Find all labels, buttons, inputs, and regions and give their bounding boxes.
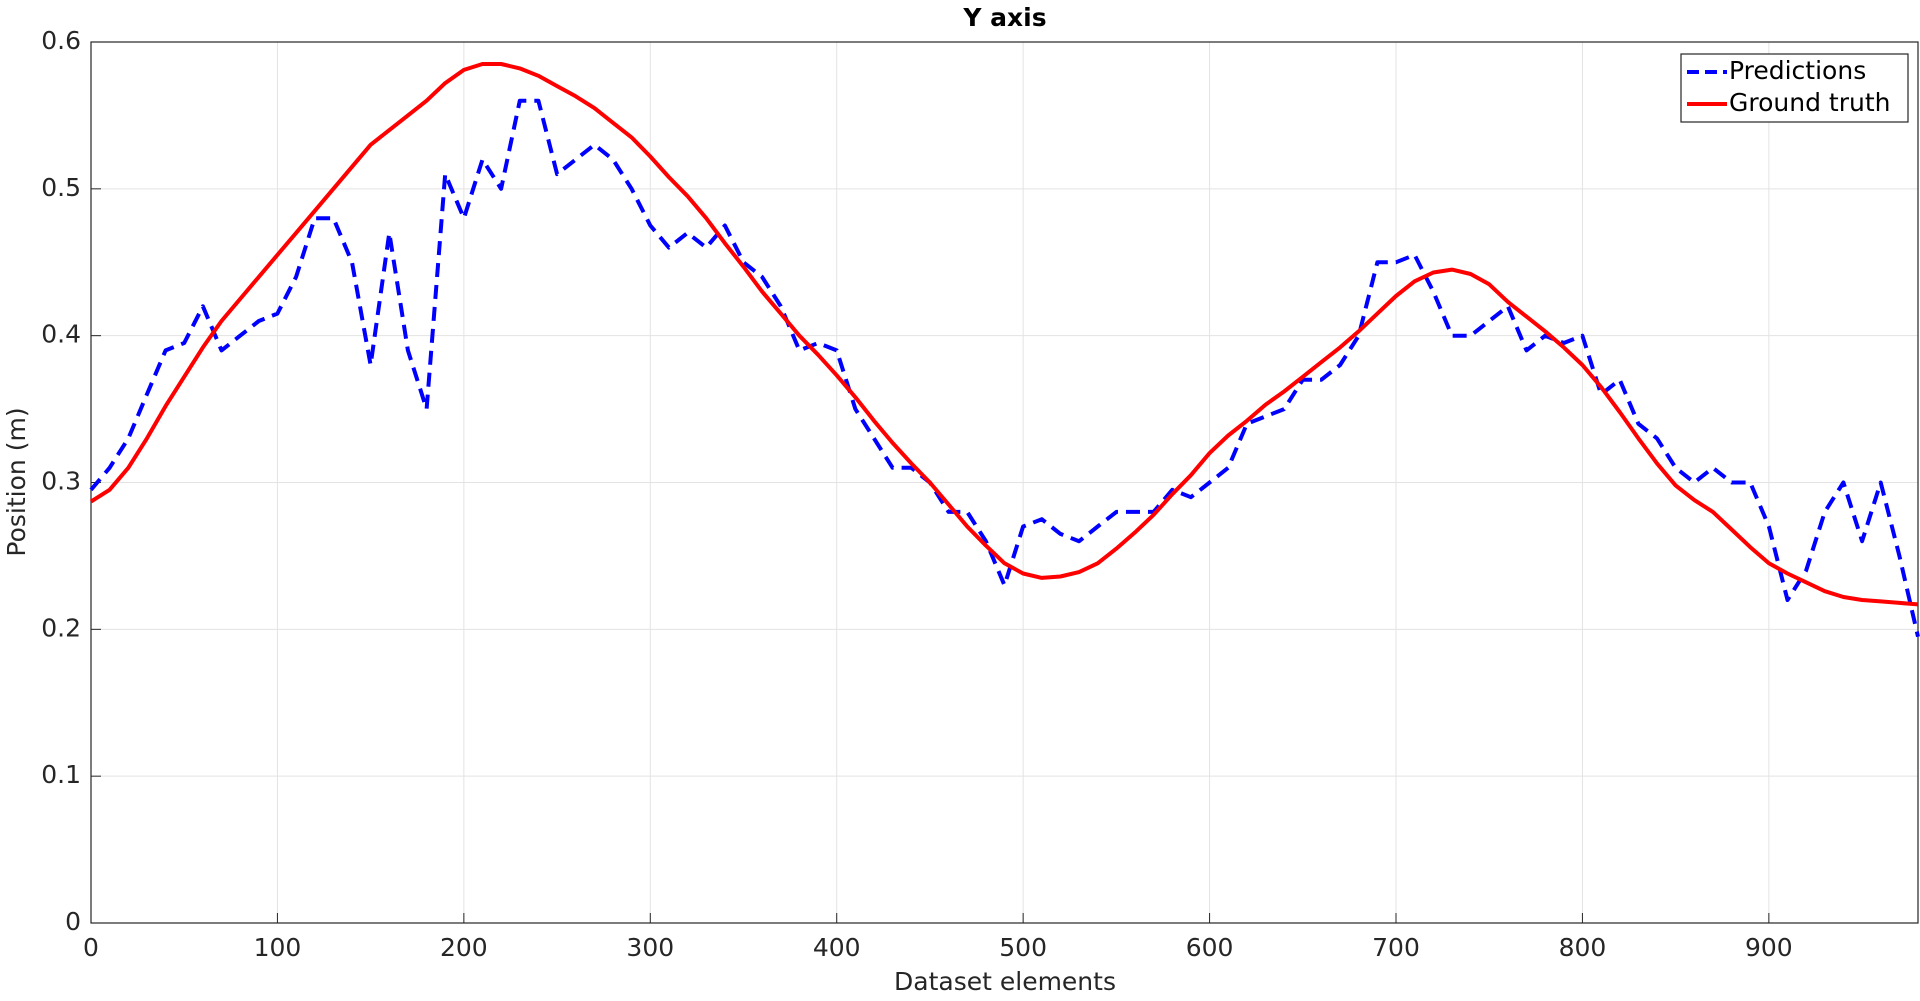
x-tick-label: 100 (254, 933, 302, 962)
legend-label: Ground truth (1729, 88, 1890, 117)
y-tick-label: 0.6 (41, 26, 81, 55)
x-tick-label: 600 (1186, 933, 1234, 962)
legend-label: Predictions (1729, 56, 1866, 85)
y-tick-label: 0.4 (41, 320, 81, 349)
y-tick-label: 0.2 (41, 613, 81, 642)
x-tick-label: 400 (813, 933, 861, 962)
y-tick-label: 0.5 (41, 173, 81, 202)
x-tick-label: 500 (999, 933, 1047, 962)
x-tick-label: 800 (1559, 933, 1607, 962)
y-tick-label: 0.1 (41, 760, 81, 789)
series-line (89, 98, 1920, 638)
axes-box (90, 41, 1919, 924)
x-tick-label: 300 (626, 933, 674, 962)
x-tick-label: 0 (83, 933, 99, 962)
chart-title: Y axis (962, 3, 1046, 32)
x-axis-label: Dataset elements (894, 967, 1116, 996)
y-axis-label: Position (m) (2, 407, 31, 556)
x-tick-label: 200 (440, 933, 488, 962)
x-tick-label: 700 (1372, 933, 1420, 962)
x-tick-label: 900 (1745, 933, 1793, 962)
y-tick-label: 0 (65, 907, 81, 936)
legend-box (1680, 53, 1909, 123)
series-line (89, 62, 1919, 607)
y-tick-label: 0.3 (41, 467, 81, 496)
